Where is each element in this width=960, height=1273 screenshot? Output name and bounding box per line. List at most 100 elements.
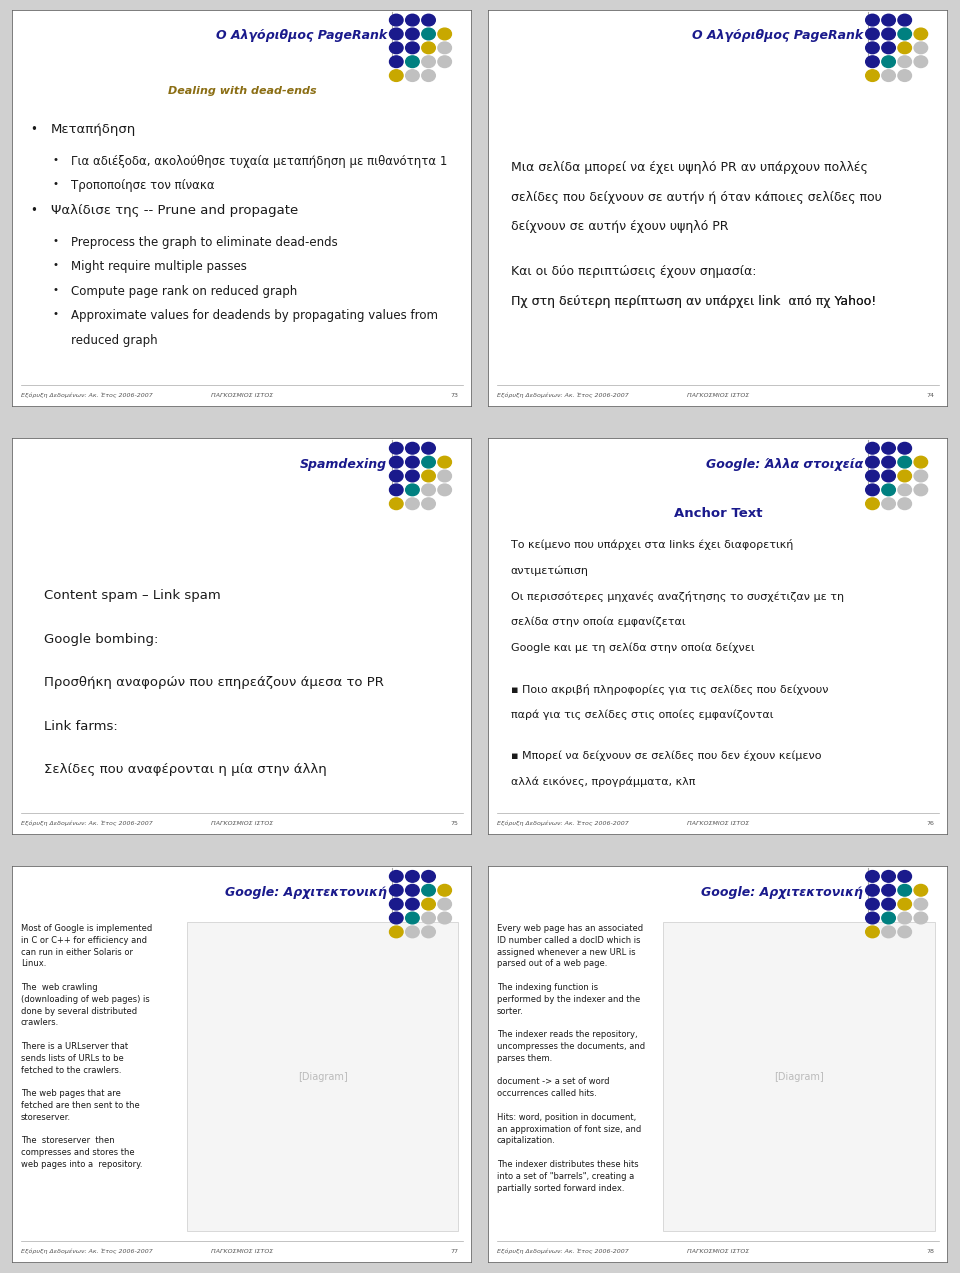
Text: ΠΑΓΚΟΣΜΙΟΣ ΙΣΤΟΣ: ΠΑΓΚΟΣΜΙΟΣ ΙΣΤΟΣ	[687, 821, 749, 826]
Circle shape	[390, 871, 403, 882]
Circle shape	[882, 484, 896, 495]
Circle shape	[898, 42, 911, 53]
Circle shape	[406, 70, 420, 81]
Circle shape	[882, 28, 896, 39]
FancyBboxPatch shape	[12, 867, 472, 1263]
Text: Preprocess the graph to eliminate dead-ends: Preprocess the graph to eliminate dead-e…	[71, 236, 338, 248]
Circle shape	[898, 885, 911, 896]
Text: Compute page rank on reduced graph: Compute page rank on reduced graph	[71, 285, 298, 298]
Text: Might require multiple passes: Might require multiple passes	[71, 260, 248, 274]
Circle shape	[438, 456, 451, 468]
Circle shape	[866, 913, 879, 924]
Circle shape	[390, 70, 403, 81]
Circle shape	[866, 871, 879, 882]
Circle shape	[406, 925, 420, 938]
Text: •: •	[53, 285, 59, 295]
Circle shape	[898, 443, 911, 454]
Text: Every web page has an associated
ID number called a docID which is
assigned when: Every web page has an associated ID numb…	[497, 924, 645, 1193]
Circle shape	[421, 14, 435, 25]
Circle shape	[898, 925, 911, 938]
Circle shape	[421, 899, 435, 910]
Circle shape	[866, 484, 879, 495]
Text: ▪ Μπορεί να δείχνουν σε σελίδες που δεν έχουν κείμενο: ▪ Μπορεί να δείχνουν σε σελίδες που δεν …	[511, 751, 821, 761]
Text: Ο Αλγόριθμος PageRank: Ο Αλγόριθμος PageRank	[216, 29, 387, 42]
Circle shape	[882, 899, 896, 910]
Circle shape	[866, 470, 879, 481]
Circle shape	[882, 443, 896, 454]
FancyBboxPatch shape	[662, 922, 935, 1231]
Text: αλλά εικόνες, προγράμματα, κλπ: αλλά εικόνες, προγράμματα, κλπ	[511, 777, 695, 787]
Circle shape	[866, 70, 879, 81]
Circle shape	[898, 899, 911, 910]
FancyBboxPatch shape	[12, 10, 472, 406]
Text: •: •	[53, 236, 59, 246]
Circle shape	[390, 913, 403, 924]
Circle shape	[390, 470, 403, 481]
Circle shape	[438, 56, 451, 67]
FancyBboxPatch shape	[488, 10, 948, 406]
Circle shape	[898, 498, 911, 509]
Text: ΠΑΓΚΟΣΜΙΟΣ ΙΣΤΟΣ: ΠΑΓΚΟΣΜΙΟΣ ΙΣΤΟΣ	[687, 1249, 749, 1254]
Circle shape	[898, 484, 911, 495]
Circle shape	[390, 14, 403, 25]
Circle shape	[421, 470, 435, 481]
Circle shape	[406, 899, 420, 910]
Text: •: •	[53, 155, 59, 164]
Circle shape	[882, 14, 896, 25]
Circle shape	[390, 484, 403, 495]
Circle shape	[866, 885, 879, 896]
Text: Google: Αρχιτεκτονική: Google: Αρχιτεκτονική	[226, 886, 387, 899]
Text: Εξόρυξη Δεδομένων: Ακ. Έτος 2006-2007: Εξόρυξη Δεδομένων: Ακ. Έτος 2006-2007	[497, 392, 629, 398]
Text: Εξόρυξη Δεδομένων: Ακ. Έτος 2006-2007: Εξόρυξη Δεδομένων: Ακ. Έτος 2006-2007	[497, 1249, 629, 1254]
Text: Anchor Text: Anchor Text	[674, 507, 762, 521]
Circle shape	[898, 56, 911, 67]
Circle shape	[882, 56, 896, 67]
Text: Ο Αλγόριθμος PageRank: Ο Αλγόριθμος PageRank	[692, 29, 863, 42]
Text: Link farms:: Link farms:	[44, 719, 117, 733]
Text: Approximate values for deadends by propagating values from: Approximate values for deadends by propa…	[71, 309, 439, 322]
Circle shape	[882, 456, 896, 468]
Text: Μεταπήδηση: Μεταπήδηση	[51, 123, 136, 136]
Text: δείχνουν σε αυτήν έχουν υψηλό PR: δείχνουν σε αυτήν έχουν υψηλό PR	[511, 220, 729, 233]
Text: Most of Google is implemented
in C or C++ for efficiency and
can run in either S: Most of Google is implemented in C or C+…	[21, 924, 152, 1169]
Text: [Diagram]: [Diagram]	[298, 1072, 348, 1082]
Text: Εξόρυξη Δεδομένων: Ακ. Έτος 2006-2007: Εξόρυξη Δεδομένων: Ακ. Έτος 2006-2007	[21, 1249, 153, 1254]
Text: Dealing with dead-ends: Dealing with dead-ends	[168, 87, 316, 97]
Circle shape	[898, 913, 911, 924]
Text: Το κείμενο που υπάρχει στα links έχει διαφορετική: Το κείμενο που υπάρχει στα links έχει δι…	[511, 540, 793, 550]
Text: Και οι δύο περιπτώσεις έχουν σημασία:: Και οι δύο περιπτώσεις έχουν σημασία:	[511, 265, 756, 278]
Circle shape	[438, 42, 451, 53]
Circle shape	[438, 899, 451, 910]
Circle shape	[914, 456, 927, 468]
Circle shape	[866, 899, 879, 910]
Circle shape	[866, 498, 879, 509]
Circle shape	[421, 28, 435, 39]
Text: Για αδιέξοδα, ακολούθησε τυχαία μεταπήδηση με πιθανότητα 1: Για αδιέξοδα, ακολούθησε τυχαία μεταπήδη…	[71, 155, 447, 168]
Text: Πχ στη δεύτερη περίπτωση αν υπάρχει link  από πχ Yahoo!: Πχ στη δεύτερη περίπτωση αν υπάρχει link…	[511, 294, 876, 308]
Circle shape	[406, 28, 420, 39]
Text: αντιμετώπιση: αντιμετώπιση	[511, 565, 588, 575]
Circle shape	[914, 885, 927, 896]
Text: ΠΑΓΚΟΣΜΙΟΣ ΙΣΤΟΣ: ΠΑΓΚΟΣΜΙΟΣ ΙΣΤΟΣ	[687, 393, 749, 398]
Circle shape	[406, 443, 420, 454]
Circle shape	[390, 443, 403, 454]
Text: Τροποποίησε τον πίνακα: Τροποποίησε τον πίνακα	[71, 179, 215, 192]
Text: Εξόρυξη Δεδομένων: Ακ. Έτος 2006-2007: Εξόρυξη Δεδομένων: Ακ. Έτος 2006-2007	[497, 821, 629, 826]
Text: Πχ στη δεύτερη περίπτωση αν υπάρχει link  από πχ Yahoo!: Πχ στη δεύτερη περίπτωση αν υπάρχει link…	[511, 294, 876, 308]
Circle shape	[421, 925, 435, 938]
Circle shape	[406, 470, 420, 481]
Text: ▪ Ποιο ακριβή πληροφορίες για τις σελίδες που δείχνουν: ▪ Ποιο ακριβή πληροφορίες για τις σελίδε…	[511, 684, 828, 695]
Text: Ψαλίδισε της -- Prune and propagate: Ψαλίδισε της -- Prune and propagate	[51, 204, 298, 216]
Text: Οι περισσότερες μηχανές αναζήτησης το συσχέτιζαν με τη: Οι περισσότερες μηχανές αναζήτησης το συ…	[511, 591, 844, 602]
Circle shape	[406, 456, 420, 468]
Text: 77: 77	[450, 1249, 459, 1254]
Text: Google: Αρχιτεκτονική: Google: Αρχιτεκτονική	[702, 886, 863, 899]
Circle shape	[421, 484, 435, 495]
Circle shape	[390, 56, 403, 67]
Circle shape	[882, 470, 896, 481]
Text: Σελίδες που αναφέρονται η μία στην άλλη: Σελίδες που αναφέρονται η μία στην άλλη	[44, 764, 326, 777]
Text: σελίδα στην οποία εμφανίζεται: σελίδα στην οποία εμφανίζεται	[511, 616, 685, 628]
Text: Εξόρυξη Δεδομένων: Ακ. Έτος 2006-2007: Εξόρυξη Δεδομένων: Ακ. Έτος 2006-2007	[21, 392, 153, 398]
Circle shape	[438, 885, 451, 896]
Circle shape	[438, 913, 451, 924]
